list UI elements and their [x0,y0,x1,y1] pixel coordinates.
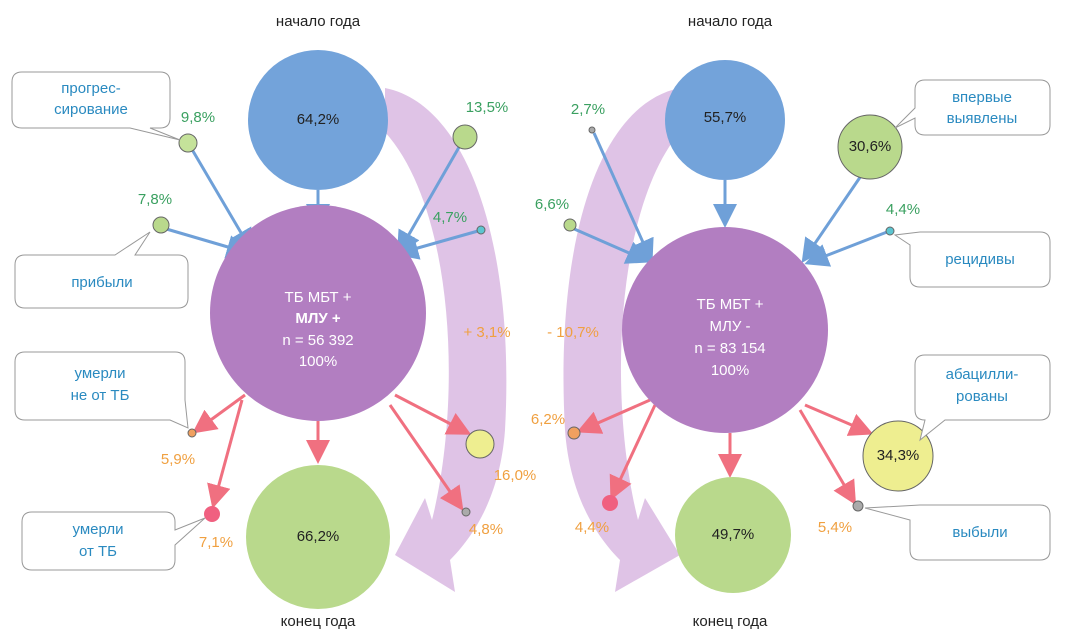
flow-band [563,88,680,592]
callout-text: не от ТБ [71,387,130,404]
end-value: 49,7% [712,526,755,543]
node [461,507,471,517]
node [588,126,596,134]
arrow [798,409,857,506]
arrow [394,229,479,260]
start-label: начало года [688,13,773,30]
node [563,218,577,232]
start-label: начало года [276,13,361,30]
node [178,133,198,153]
node-value: 9,8% [181,109,215,126]
node [476,225,486,235]
center-text: ТБ МБТ + [285,289,352,306]
center-text: МЛУ + [295,310,341,327]
node-value: 2,7% [571,101,605,118]
node-value: 34,3% [877,447,920,464]
arrow [576,398,651,434]
arrow [394,393,472,435]
arrow [162,226,251,259]
callout-text: рецидивы [945,251,1015,268]
flow-band [385,88,507,592]
node-value: 6,2% [531,411,565,428]
start-circle [665,60,785,180]
node-value: 16,0% [494,467,537,484]
callout-text: сирование [54,101,128,118]
arrow [609,404,657,501]
node-value: 5,9% [161,451,195,468]
center-circle [210,205,426,421]
end-circle [675,477,791,593]
node [852,500,864,512]
center-text: 100% [299,353,337,370]
callout-box [893,231,1051,288]
callout-text: абацилли- [946,366,1019,383]
arrow [801,169,867,263]
callout-box [11,71,181,141]
callout-box [894,79,1051,136]
node [187,428,197,438]
center-text: n = 83 154 [694,340,765,357]
center-text: 100% [711,362,749,379]
arrow [188,145,254,254]
node [567,426,581,440]
callout-text: выявлены [947,110,1018,127]
callout-text: выбыли [952,524,1007,541]
net-change: - 10,7% [547,324,599,341]
node [152,216,170,234]
node-value: 7,1% [199,534,233,551]
end-circle [246,465,390,609]
callout-box [914,354,1051,442]
start-value: 55,7% [704,109,747,126]
center-circle [622,227,828,433]
callout-box [14,351,189,429]
node-value: 4,8% [469,521,503,538]
arrow [804,230,888,267]
arrow [192,393,246,434]
start-value: 64,2% [297,111,340,128]
arrow [592,132,654,264]
callout-text: прибыли [71,274,132,291]
node [837,114,903,180]
callout-box [864,504,1051,561]
node-value: 5,4% [818,519,852,536]
callout-text: прогрес- [61,80,120,97]
end-value: 66,2% [297,528,340,545]
callout-text: умерли [75,365,126,382]
arrow [804,403,874,436]
end-label: конец года [693,613,768,630]
callout-text: впервые [952,89,1012,106]
node-value: 4,4% [886,201,920,218]
center-text: ТБ МБТ + [697,296,764,313]
node [862,420,934,492]
node-value: 30,6% [849,138,892,155]
callout-text: рованы [956,388,1008,405]
node-value: 13,5% [466,99,509,116]
callout-box [21,511,206,571]
node-value: 7,8% [138,191,172,208]
arrow [388,404,464,511]
center-text: n = 56 392 [282,332,353,349]
callout-text: умерли [73,521,124,538]
arrow [207,399,244,509]
node-value: 4,7% [433,209,467,226]
end-label: конец года [281,613,356,630]
node-value: 4,4% [575,519,609,536]
start-circle [248,50,388,190]
node-value: 6,6% [535,196,569,213]
center-text: МЛУ - [709,318,750,335]
node [204,506,220,522]
arrow [571,226,651,264]
node [452,124,478,150]
callout-text: от ТБ [79,543,117,560]
node [885,226,895,236]
arrow [397,141,464,256]
callout-box [14,231,189,309]
node [465,429,495,459]
net-change: + 3,1% [463,324,510,341]
node [602,495,618,511]
